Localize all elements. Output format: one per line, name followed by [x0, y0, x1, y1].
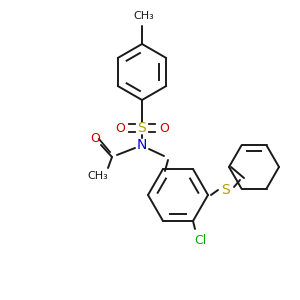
Text: CH₃: CH₃	[88, 171, 108, 181]
Text: O: O	[159, 122, 169, 134]
Text: Cl: Cl	[194, 235, 206, 248]
Text: S: S	[222, 183, 230, 197]
Text: O: O	[90, 131, 100, 145]
Text: N: N	[137, 138, 147, 152]
Text: S: S	[138, 121, 146, 135]
Text: O: O	[115, 122, 125, 134]
Text: CH₃: CH₃	[134, 11, 154, 21]
